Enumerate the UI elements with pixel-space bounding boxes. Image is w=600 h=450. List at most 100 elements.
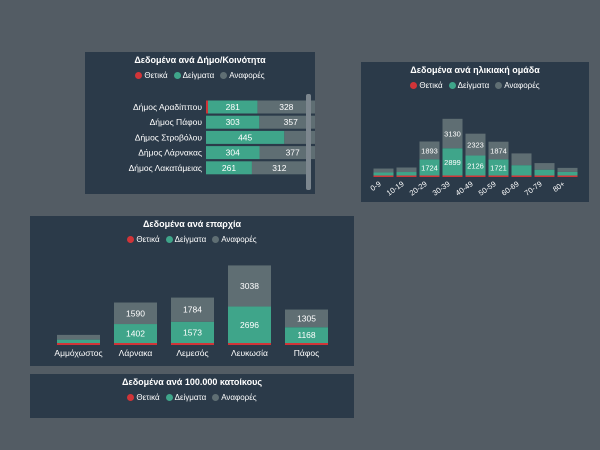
samples-bar xyxy=(534,169,555,176)
samples-data-label: 304 xyxy=(226,148,240,158)
samples-data-label: 2696 xyxy=(240,320,259,330)
district-panel: Δεδομένα ανά επαρχία Θετικά Δείγματα Ανα… xyxy=(30,216,354,366)
reports-bar xyxy=(257,100,315,114)
positive-bar xyxy=(228,343,271,345)
reports-data-label: 312 xyxy=(272,163,286,173)
reports-bar xyxy=(57,334,100,340)
category-label: Πάφος xyxy=(294,348,319,358)
reports-bar xyxy=(114,302,157,325)
positive-dot-icon xyxy=(410,82,418,89)
category-label: 50-59 xyxy=(477,179,498,197)
municipality-label: Δήμος Αραδίππου xyxy=(133,102,202,112)
municipality-legend: Θετικά Δείγματα Αναφορές xyxy=(85,71,315,80)
positive-bar xyxy=(465,175,486,177)
reports-data-label: 1784 xyxy=(183,305,202,315)
reports-bar xyxy=(251,161,307,175)
age-group-panel: Δεδομένα ανά ηλικιακή ομάδα Θετικά Δείγμ… xyxy=(361,62,589,202)
category-label: 40-49 xyxy=(454,179,475,197)
reports-bar xyxy=(171,297,214,322)
samples-data-label: 2126 xyxy=(467,162,484,171)
legend-samples: Δείγματα xyxy=(165,393,206,402)
municipality-scrollbar[interactable] xyxy=(306,94,311,190)
positive-bar xyxy=(534,175,555,177)
samples-data-label: 445 xyxy=(238,132,252,142)
municipality-label: Δήμος Στροβόλου xyxy=(135,132,203,142)
legend-samples-label: Δείγματα xyxy=(174,235,207,244)
reports-data-label: 3130 xyxy=(444,130,461,139)
positive-bar xyxy=(285,343,328,345)
positive-dot-icon xyxy=(135,72,143,79)
positive-bar xyxy=(114,343,157,345)
legend-samples: Δείγματα xyxy=(173,71,214,80)
legend-reports-label: Αναφορές xyxy=(221,393,257,402)
category-label: 70-79 xyxy=(523,179,544,197)
positive-dot-icon xyxy=(127,236,135,243)
samples-dot-icon xyxy=(448,82,456,89)
samples-bar xyxy=(511,165,532,176)
reports-bar xyxy=(557,167,578,172)
samples-bar xyxy=(206,115,260,129)
samples-data-label: 1724 xyxy=(421,163,438,172)
reports-bar xyxy=(259,146,315,160)
age-legend: Θετικά Δείγματα Αναφορές xyxy=(361,81,589,90)
positive-bar xyxy=(511,175,532,177)
legend-samples: Δείγματα xyxy=(165,235,207,244)
positive-bar xyxy=(171,343,214,345)
samples-bar xyxy=(373,172,394,176)
samples-data-label: 1721 xyxy=(490,163,507,172)
positive-bar xyxy=(206,100,208,114)
legend-positive-label: Θετικά xyxy=(136,393,160,402)
reports-bar xyxy=(465,133,486,156)
reports-bar xyxy=(396,167,417,173)
legend-positive-label: Θετικά xyxy=(144,71,168,80)
legend-reports-label: Αναφορές xyxy=(221,235,257,244)
municipality-panel: Δεδομένα ανά Δήμο/Κοινότητα Θετικά Δείγμ… xyxy=(85,52,315,194)
legend-reports: Αναφορές xyxy=(212,393,257,402)
positive-bar xyxy=(396,175,417,177)
samples-dot-icon xyxy=(165,236,173,243)
samples-data-label: 2899 xyxy=(444,158,461,167)
reports-dot-icon xyxy=(212,236,220,243)
reports-data-label: 377 xyxy=(286,148,300,158)
samples-dot-icon xyxy=(165,394,173,401)
samples-bar xyxy=(171,321,214,343)
reports-dot-icon xyxy=(220,72,228,79)
category-label: Λευκωσία xyxy=(231,348,268,358)
reports-data-label: 328 xyxy=(279,102,293,112)
positive-bar xyxy=(57,343,100,345)
samples-bar xyxy=(57,339,100,343)
reports-bar xyxy=(511,153,532,166)
municipality-label: Δήμος Λάρνακας xyxy=(138,148,202,158)
reports-bar xyxy=(419,141,440,160)
positive-bar xyxy=(373,175,394,177)
district-chart-title: Δεδομένα ανά επαρχία xyxy=(142,219,242,229)
legend-reports-label: Αναφορές xyxy=(229,71,265,80)
samples-bar xyxy=(206,130,285,144)
reports-data-label: 2323 xyxy=(467,141,484,150)
reports-data-label: 1305 xyxy=(297,313,316,323)
legend-reports: Αναφορές xyxy=(495,81,540,90)
positive-bar xyxy=(557,175,578,177)
category-label: 30-39 xyxy=(431,179,452,197)
reports-data-label: 1893 xyxy=(421,146,438,155)
samples-data-label: 303 xyxy=(226,117,240,127)
category-label: 0-9 xyxy=(369,179,383,193)
municipality-chart-title: Δεδομένα ανά Δήμο/Κοινότητα xyxy=(134,55,266,65)
reports-data-label: 3038 xyxy=(240,281,259,291)
per-100k-legend: Θετικά Δείγματα Αναφορές xyxy=(30,393,354,402)
municipality-label: Δήμος Λακατάμειας xyxy=(129,163,202,173)
reports-data-label: 1874 xyxy=(490,147,507,156)
samples-bar xyxy=(396,172,417,176)
samples-data-label: 1168 xyxy=(297,330,316,340)
reports-bar xyxy=(442,118,463,149)
district-chart: Αμμόχωστος 1402 1590 Λάρνακα 1573 1784 Λεμεσός… xyxy=(54,265,328,358)
reports-data-label: 357 xyxy=(284,117,298,127)
samples-data-label: 1402 xyxy=(126,329,145,339)
samples-bar xyxy=(208,100,258,114)
municipality-chart: Δήμος Αραδίππου 281 328 Δήμος Πάφου 303 357 Δή… xyxy=(129,100,315,175)
legend-reports: Αναφορές xyxy=(212,235,257,244)
positive-bar xyxy=(488,175,509,177)
category-label: Λάρνακα xyxy=(119,348,153,358)
legend-samples-label: Δείγματα xyxy=(457,81,490,90)
samples-bar xyxy=(419,159,440,176)
